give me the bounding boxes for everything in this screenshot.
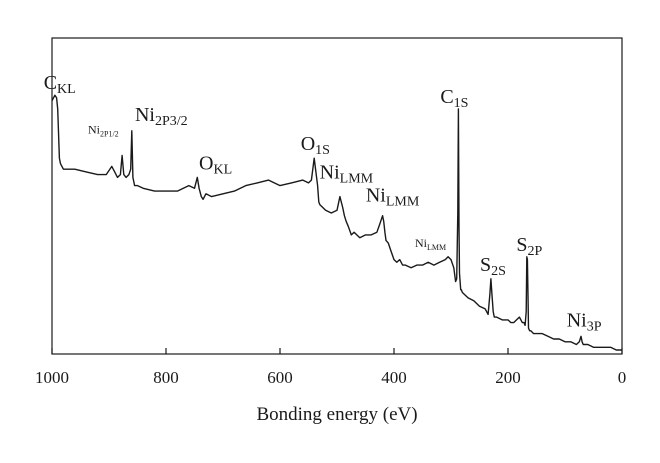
peak-label-ni-3p-11: Ni3P: [567, 309, 602, 334]
peak-label-s-2p-10: S2P: [516, 234, 542, 259]
x-axis-title: Bonding energy (eV): [256, 404, 417, 425]
peak-label-ni-lmm-6: NiLMM: [366, 185, 420, 210]
peak-label-ni-2p1-2-1: Ni2P1/2: [88, 122, 119, 138]
peak-label-s-2s-9: S2S: [480, 254, 506, 279]
x-tick-label-1000: 1000: [35, 368, 69, 387]
x-tick-label-600: 600: [267, 368, 293, 387]
peak-label-o-kl-3: OKL: [199, 152, 232, 177]
peak-label-o-1s-4: O1S: [301, 133, 330, 158]
peak-label-ni-2p3-2-2: Ni2P3/2: [135, 104, 188, 129]
peak-labels: CKLNi2P1/2Ni2P3/2OKLO1SNiLMMNiLMMNiLMMC1…: [44, 72, 602, 334]
spectrum-line: [51, 94, 622, 351]
x-tick-label-800: 800: [153, 368, 179, 387]
x-axis-ticks: 1000 800 600 400 200 0: [35, 348, 626, 387]
x-tick-label-200: 200: [495, 368, 521, 387]
peak-label-c-1s-8: C1S: [440, 86, 468, 111]
peak-label-c-kl-0: CKL: [44, 72, 76, 97]
peak-label-ni-lmm-5: NiLMM: [320, 162, 374, 187]
x-tick-label-400: 400: [381, 368, 407, 387]
peak-label-ni-lmm-7: NiLMM: [415, 236, 446, 252]
plot-frame: [51, 37, 623, 355]
x-tick-label-0: 0: [618, 368, 627, 387]
